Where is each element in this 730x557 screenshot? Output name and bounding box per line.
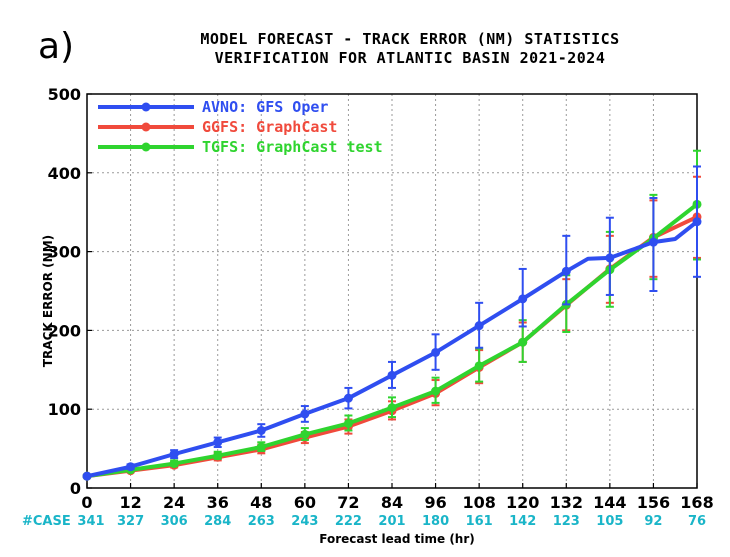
case-count: 222 xyxy=(335,514,362,529)
data-point xyxy=(256,425,266,435)
data-point xyxy=(169,459,179,469)
panel-label: a) xyxy=(38,26,75,67)
y-tick-label: 0 xyxy=(70,479,81,498)
data-point xyxy=(343,418,353,428)
x-tick-label: 96 xyxy=(424,493,446,512)
x-tick-label: 0 xyxy=(81,493,92,512)
data-point xyxy=(518,337,528,347)
x-tick-label: 168 xyxy=(680,493,713,512)
grid-layer xyxy=(87,94,697,488)
data-point xyxy=(213,437,223,447)
data-point xyxy=(431,347,441,357)
legend-label: GGFS: GraphCast xyxy=(202,118,337,136)
chart-title: MODEL FORECAST - TRACK ERROR (NM) STATIS… xyxy=(200,30,620,48)
case-count: 327 xyxy=(117,514,144,529)
x-tick-label: 108 xyxy=(462,493,495,512)
case-count: 284 xyxy=(204,514,231,529)
data-point xyxy=(300,409,310,419)
data-point xyxy=(82,471,92,481)
series-line xyxy=(85,219,699,479)
case-counts: #CASE 341 327 306 284 263 243 222 201 180 161 142 12… xyxy=(22,514,706,529)
case-count: 161 xyxy=(466,514,493,529)
y-tick-label: 300 xyxy=(48,243,81,262)
data-point xyxy=(343,393,353,403)
data-point xyxy=(387,403,397,413)
legend: AVNO: GFS Oper GGFS: GraphCast TGFS: Graph… xyxy=(98,98,383,156)
case-count: 92 xyxy=(644,514,662,529)
data-point xyxy=(213,451,223,461)
y-tick-label: 500 xyxy=(48,85,81,104)
data-point xyxy=(648,237,658,247)
tick-layer: 0 12 24 36 48 60 72 84 96 108 120 132 144 156 168 0 100 2… xyxy=(48,85,714,512)
legend-marker xyxy=(141,122,151,132)
case-count: 201 xyxy=(378,514,405,529)
series-layer xyxy=(82,149,702,481)
legend-marker xyxy=(141,142,151,152)
x-tick-label: 120 xyxy=(506,493,539,512)
y-tick-label: 200 xyxy=(48,321,81,340)
x-tick-label: 144 xyxy=(593,493,626,512)
data-point xyxy=(561,266,571,276)
case-count: 142 xyxy=(509,514,536,529)
case-label: #CASE xyxy=(22,514,71,529)
y-axis-title: TRACK ERROR (NM) xyxy=(41,235,55,367)
legend-label: TGFS: GraphCast test xyxy=(202,138,383,156)
case-count: 243 xyxy=(291,514,318,529)
case-count: 180 xyxy=(422,514,449,529)
data-point xyxy=(431,386,441,396)
x-tick-label: 12 xyxy=(119,493,141,512)
data-point xyxy=(300,429,310,439)
x-tick-label: 72 xyxy=(337,493,359,512)
x-tick-label: 84 xyxy=(381,493,403,512)
x-axis-title: Forecast lead time (hr) xyxy=(319,532,475,546)
data-point xyxy=(126,462,136,472)
data-point xyxy=(692,217,702,227)
data-point xyxy=(256,442,266,452)
case-count: 105 xyxy=(596,514,623,529)
legend-label: AVNO: GFS Oper xyxy=(202,98,328,116)
data-point xyxy=(387,370,397,380)
series-0 xyxy=(82,165,702,481)
case-count: 306 xyxy=(161,514,188,529)
data-point xyxy=(474,321,484,331)
case-count: 123 xyxy=(553,514,580,529)
data-point xyxy=(605,253,615,263)
chart-subtitle: VERIFICATION FOR ATLANTIC BASIN 2021-202… xyxy=(214,49,606,67)
y-tick-label: 100 xyxy=(48,400,81,419)
x-tick-label: 132 xyxy=(550,493,583,512)
case-count: 341 xyxy=(77,514,104,529)
case-count: 263 xyxy=(248,514,275,529)
x-tick-label: 60 xyxy=(294,493,316,512)
x-tick-label: 24 xyxy=(163,493,185,512)
case-count: 76 xyxy=(688,514,706,529)
data-point xyxy=(169,449,179,459)
data-point xyxy=(474,361,484,371)
x-tick-label: 36 xyxy=(207,493,229,512)
legend-marker xyxy=(141,102,151,112)
x-tick-label: 48 xyxy=(250,493,272,512)
y-tick-label: 400 xyxy=(48,164,81,183)
data-point xyxy=(518,294,528,304)
x-tick-label: 156 xyxy=(637,493,670,512)
